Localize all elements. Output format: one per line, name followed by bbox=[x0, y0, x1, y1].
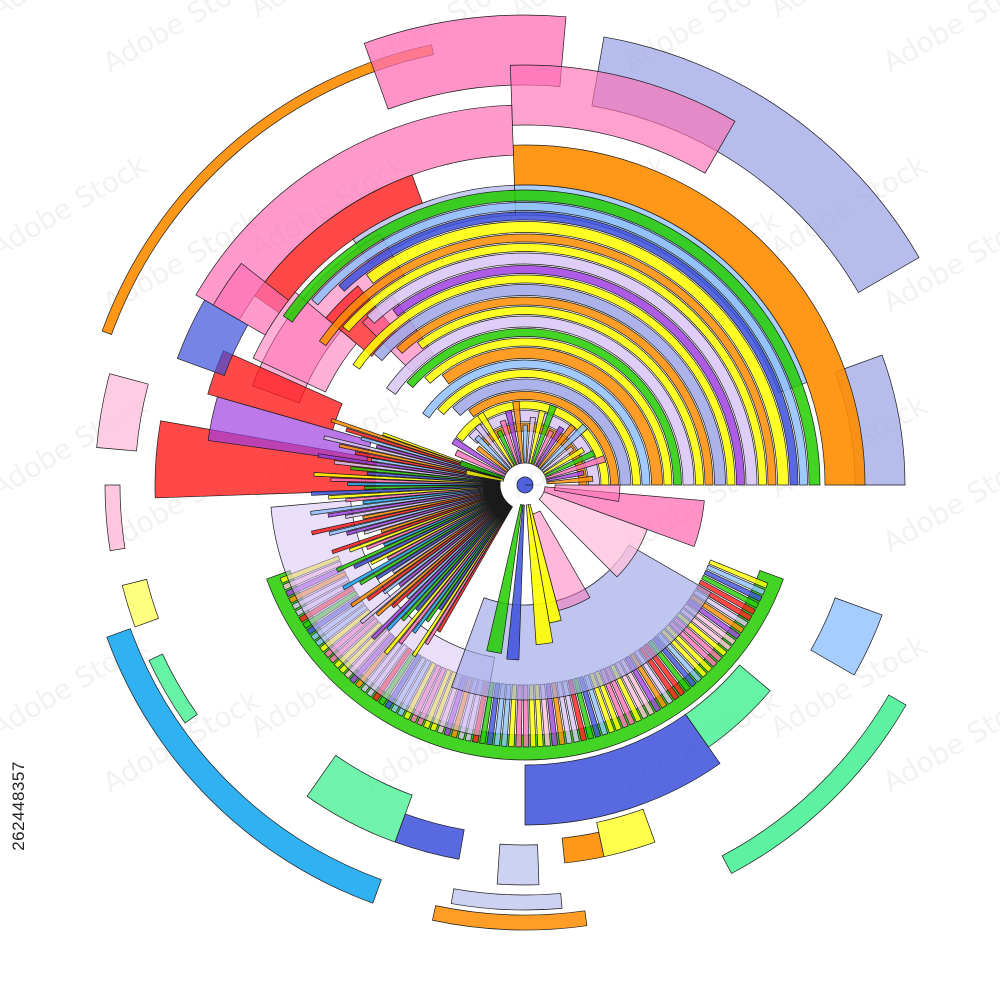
outer-block-pink bbox=[363, 14, 567, 110]
outer-block-periwinkle-4 bbox=[450, 888, 563, 911]
rainbow-band bbox=[318, 233, 777, 486]
inner-tick bbox=[528, 409, 546, 465]
comb-bar bbox=[701, 574, 760, 609]
spoke-green bbox=[486, 504, 523, 654]
left-wedge-red-2 bbox=[207, 350, 343, 431]
lower-periwinkle-sector bbox=[451, 544, 712, 701]
rainbow-band bbox=[437, 369, 641, 486]
center-dot bbox=[516, 476, 534, 494]
inner-tick bbox=[522, 424, 528, 464]
outer-block-blue-2 bbox=[394, 813, 465, 860]
inner-tick bbox=[504, 409, 522, 465]
watermark-text: Adobe Stock bbox=[765, 0, 934, 24]
inner-tick bbox=[541, 445, 575, 473]
rainbow-band bbox=[373, 284, 726, 486]
comb-bar bbox=[703, 569, 763, 602]
inner-tick bbox=[545, 470, 585, 482]
outer-arc-mint bbox=[721, 694, 907, 874]
spoke-blue bbox=[506, 504, 525, 661]
inner-tick bbox=[546, 475, 594, 485]
comb-bar bbox=[708, 559, 769, 589]
outer-block-periwinkle-3 bbox=[496, 843, 540, 886]
inner-tick bbox=[476, 411, 515, 468]
rainbow-band bbox=[366, 252, 758, 486]
outer-arc-orange-2 bbox=[432, 905, 588, 931]
rainbow-band bbox=[424, 337, 673, 486]
rainbow-band bbox=[422, 359, 651, 486]
outer-block-mint bbox=[148, 653, 198, 724]
rainbow-band bbox=[352, 274, 736, 486]
outer-block-pink-2 bbox=[509, 64, 736, 174]
sunburst-segments bbox=[96, 14, 920, 931]
inner-tick bbox=[526, 416, 537, 464]
inner-tick bbox=[545, 455, 607, 480]
comb-bar bbox=[698, 579, 756, 615]
watermark-text: Adobe Stock bbox=[245, 0, 414, 24]
rainbow-band bbox=[386, 315, 695, 486]
right-wedge-light-pink bbox=[538, 491, 648, 578]
inner-tick bbox=[537, 423, 576, 470]
outer-block-light-pink-2 bbox=[104, 484, 126, 552]
rainbow-band bbox=[417, 306, 704, 486]
inner-tick bbox=[512, 400, 524, 464]
rainbow-band bbox=[311, 202, 808, 486]
outer-arc-sky bbox=[106, 628, 382, 904]
right-wedge-pink-3 bbox=[532, 510, 591, 611]
outer-block-mint-3 bbox=[306, 754, 413, 843]
right-wedge-pink-2 bbox=[554, 484, 621, 502]
outer-block-yellow bbox=[121, 578, 159, 628]
inner-tick bbox=[533, 429, 555, 467]
outer-block-yellow-2 bbox=[596, 808, 656, 858]
inner-tick bbox=[544, 450, 596, 478]
upper-arc-red bbox=[254, 174, 423, 314]
inner-tick bbox=[499, 419, 520, 465]
inner-tick bbox=[535, 425, 565, 468]
inner-tick bbox=[542, 446, 585, 475]
outer-block-mint-2 bbox=[685, 664, 771, 748]
watermark-text: Adobe Stock bbox=[0, 0, 153, 24]
outer-block-light-blue bbox=[810, 597, 883, 676]
lower-lavender-sector bbox=[270, 499, 496, 737]
inner-tick bbox=[465, 469, 505, 482]
rainbow-band bbox=[441, 347, 663, 486]
inner-tick bbox=[496, 429, 517, 467]
inner-tick bbox=[531, 404, 557, 466]
watermark-text: Adobe Stock bbox=[877, 0, 1000, 79]
rainbow-band bbox=[396, 296, 714, 486]
inner-tick bbox=[459, 460, 505, 480]
inner-tick bbox=[451, 437, 508, 475]
rainbow-band bbox=[342, 243, 767, 486]
outer-block-light-pink bbox=[96, 373, 149, 452]
rainbow-band bbox=[282, 189, 821, 486]
inner-tick bbox=[454, 449, 506, 477]
spoke-yellow-2 bbox=[526, 504, 554, 645]
outer-block-orange bbox=[561, 831, 605, 864]
inner-tick bbox=[475, 445, 509, 473]
inner-tick bbox=[539, 423, 588, 471]
inner-tick bbox=[474, 423, 513, 469]
rainbow-band bbox=[452, 378, 632, 486]
rainbow-band bbox=[392, 265, 745, 486]
outer-block-blue bbox=[524, 713, 721, 826]
rainbow-band bbox=[406, 328, 682, 486]
watermark-text: Adobe Stock bbox=[97, 0, 266, 79]
comb-bar bbox=[706, 564, 766, 596]
inner-tick bbox=[474, 434, 511, 471]
watermark-text: Adobe Stock bbox=[0, 148, 153, 264]
rainbow-band bbox=[338, 211, 799, 486]
stock-id-label: 262448357 bbox=[9, 761, 28, 851]
rainbow-band bbox=[365, 221, 789, 486]
